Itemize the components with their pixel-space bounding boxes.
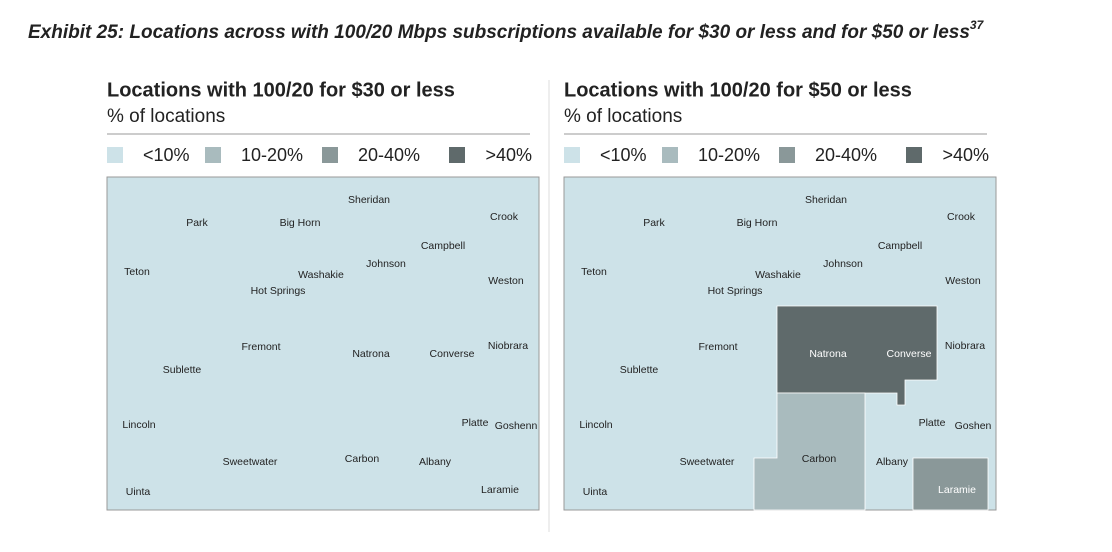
county-label: Carbon xyxy=(345,453,380,465)
county-label: Teton xyxy=(124,266,150,278)
legend-swatch xyxy=(662,147,678,163)
county-label: Platte xyxy=(919,417,946,429)
title-text: Exhibit 25: Locations across with 100/20… xyxy=(28,22,970,43)
legend-swatch xyxy=(779,147,795,163)
county-label: Sublette xyxy=(163,364,202,376)
county-label: Fremont xyxy=(241,341,280,353)
county-label: Goshen xyxy=(955,420,992,432)
county-label: Converse xyxy=(430,348,475,360)
county-label: Hot Springs xyxy=(708,285,763,297)
county-region xyxy=(912,457,989,511)
county-label: Sublette xyxy=(620,364,659,376)
legend-swatch xyxy=(906,147,922,163)
county-label: Crook xyxy=(947,211,976,223)
county-label: Lincoln xyxy=(122,419,155,431)
county-label: Big Horn xyxy=(737,217,778,229)
county-label: Johnson xyxy=(366,258,406,270)
county-label: Niobrara xyxy=(488,340,528,352)
legend-label: <10% xyxy=(600,145,647,165)
county-label: Laramie xyxy=(938,484,976,496)
county-label: Teton xyxy=(581,266,607,278)
county-label: Niobrara xyxy=(945,340,985,352)
county-label: Converse xyxy=(887,348,932,360)
county-label: Goshenn xyxy=(495,420,538,432)
legend-label: <10% xyxy=(143,145,190,165)
county-label: Uinta xyxy=(583,486,608,498)
legend-swatch xyxy=(107,147,123,163)
county-region xyxy=(753,392,866,511)
county-label: Park xyxy=(643,217,665,229)
panel-subtitle: % of locations xyxy=(564,106,682,127)
county-label: Campbell xyxy=(878,240,922,252)
county-label: Sheridan xyxy=(805,194,847,206)
legend-swatch xyxy=(449,147,465,163)
panel-title: Locations with 100/20 for $50 or less xyxy=(564,79,912,101)
county-label: Uinta xyxy=(126,486,151,498)
legend-label: 20-40% xyxy=(815,145,877,165)
county-label: Albany xyxy=(876,456,909,468)
legend-label: >40% xyxy=(942,145,989,165)
county-label: Natrona xyxy=(352,348,390,360)
county-label: Sweetwater xyxy=(223,456,278,468)
legend-swatch xyxy=(205,147,221,163)
county-label: Crook xyxy=(490,211,519,223)
exhibit-title: Exhibit 25: Locations across with 100/20… xyxy=(28,18,985,43)
panel-title: Locations with 100/20 for $30 or less xyxy=(107,79,455,101)
legend-label: 10-20% xyxy=(241,145,303,165)
legend-label: 10-20% xyxy=(698,145,760,165)
county-label: Weston xyxy=(945,275,981,287)
county-label: Washakie xyxy=(755,269,801,281)
legend-swatch xyxy=(564,147,580,163)
title-superscript: 37 xyxy=(970,18,985,32)
county-label: Fremont xyxy=(698,341,737,353)
county-label: Hot Springs xyxy=(251,285,306,297)
county-label: Park xyxy=(186,217,208,229)
county-label: Natrona xyxy=(809,348,847,360)
county-label: Lincoln xyxy=(579,419,612,431)
county-label: Sweetwater xyxy=(680,456,735,468)
legend-label: >40% xyxy=(485,145,532,165)
county-label: Weston xyxy=(488,275,524,287)
county-label: Washakie xyxy=(298,269,344,281)
county-label: Laramie xyxy=(481,484,519,496)
map-background xyxy=(106,176,540,511)
panel-subtitle: % of locations xyxy=(107,106,225,127)
county-label: Platte xyxy=(462,417,489,429)
county-label: Johnson xyxy=(823,258,863,270)
legend-label: 20-40% xyxy=(358,145,420,165)
county-label: Carbon xyxy=(802,453,837,465)
legend-swatch xyxy=(322,147,338,163)
county-label: Sheridan xyxy=(348,194,390,206)
county-label: Albany xyxy=(419,456,452,468)
county-label: Big Horn xyxy=(280,217,321,229)
county-label: Campbell xyxy=(421,240,465,252)
